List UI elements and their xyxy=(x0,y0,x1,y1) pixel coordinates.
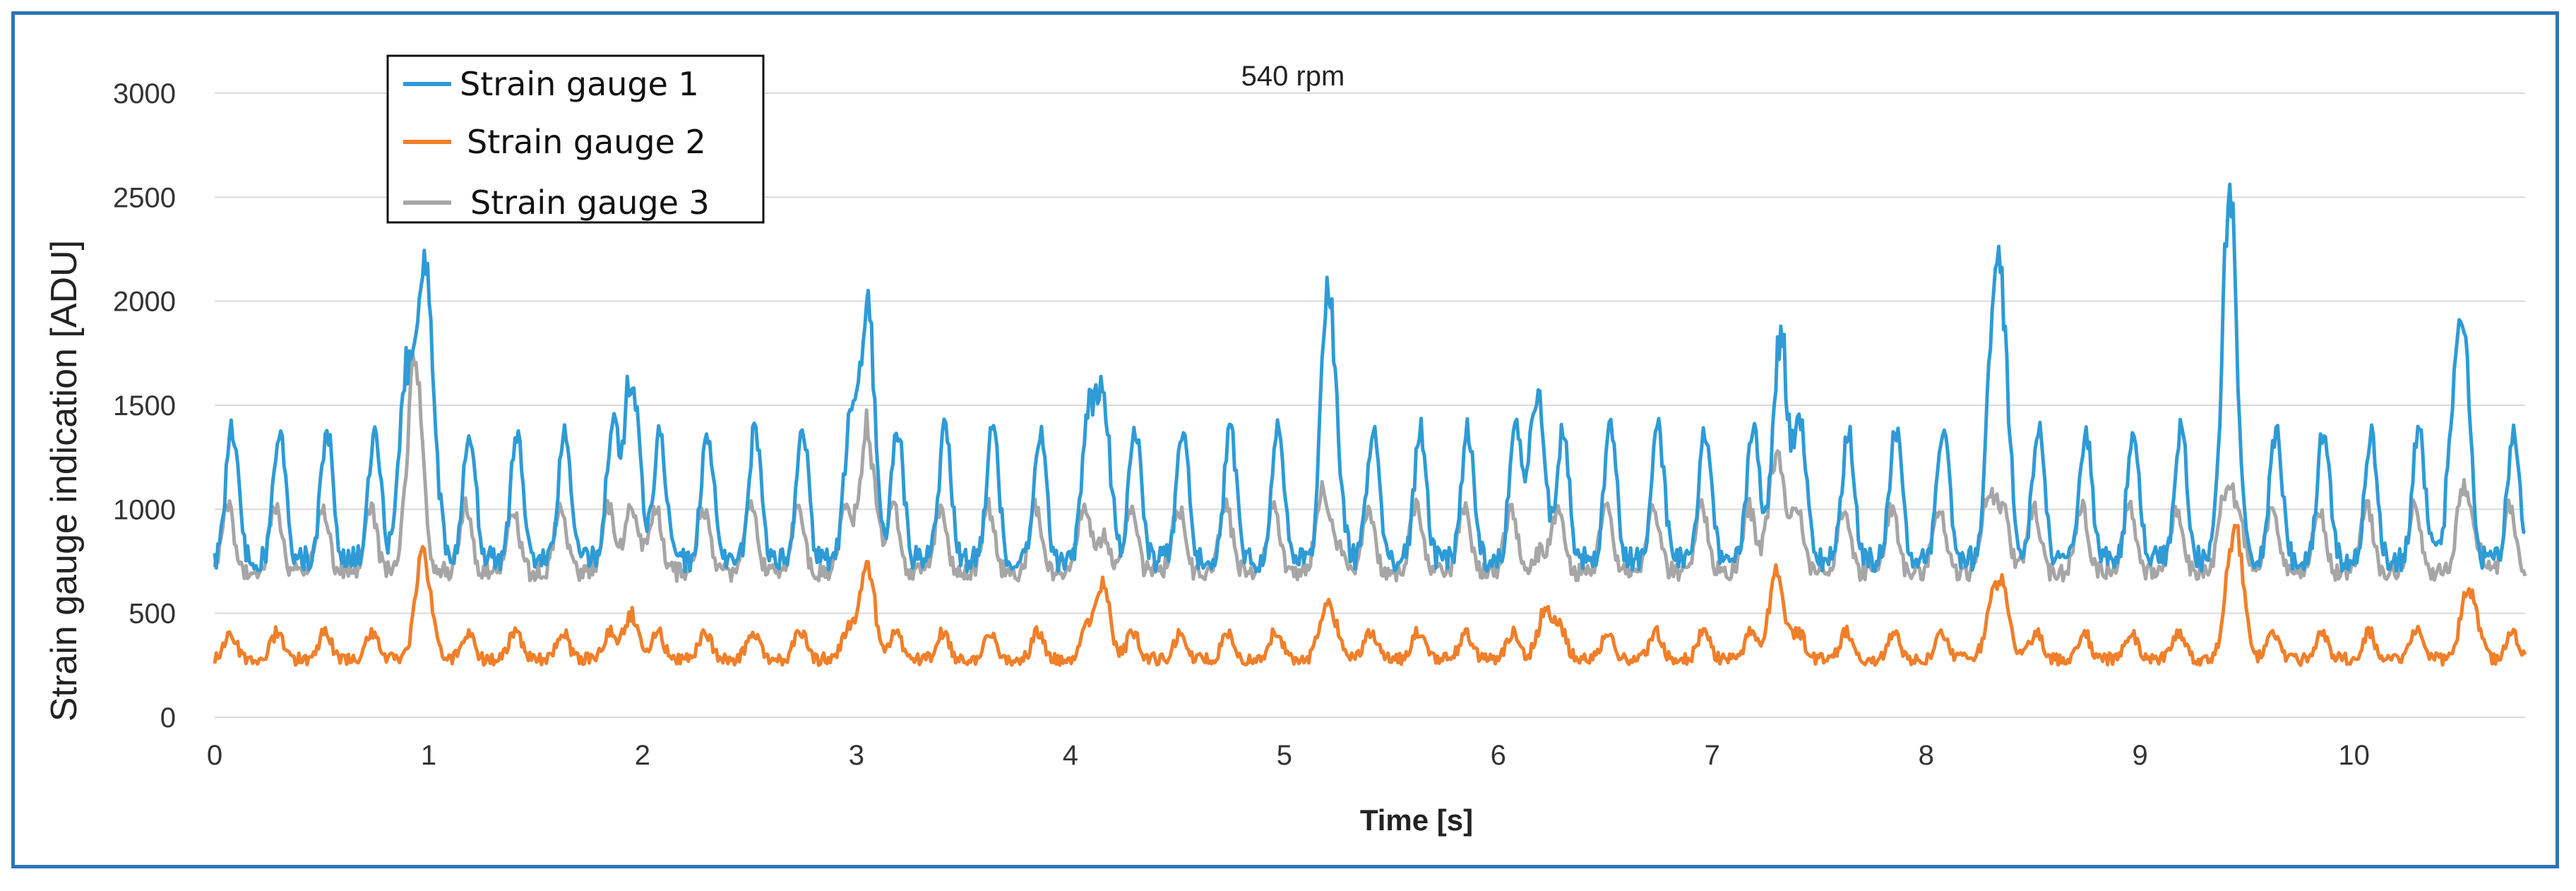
legend-label-strain-gauge-3: Strain gauge 3 xyxy=(470,184,710,222)
y-tick-label: 3000 xyxy=(113,78,176,109)
x-tick-label: 1 xyxy=(421,740,436,771)
chart-title: 540 rpm xyxy=(1241,61,1345,92)
y-tick-label: 0 xyxy=(160,702,176,734)
series-lines xyxy=(213,182,2527,667)
legend-label-strain-gauge-2: Strain gauge 2 xyxy=(467,123,706,161)
y-axis-title: Strain gauge indication [ADU] xyxy=(44,240,85,722)
x-tick-label: 6 xyxy=(1491,740,1506,771)
x-tick-label: 4 xyxy=(1063,740,1078,771)
x-tick-label: 5 xyxy=(1277,740,1292,771)
series-line-strain-gauge-2 xyxy=(213,523,2527,667)
x-tick-label: 0 xyxy=(207,740,222,771)
x-tick-label: 2 xyxy=(635,740,650,771)
y-tick-label: 1500 xyxy=(113,390,176,421)
x-tick-label: 8 xyxy=(1919,740,1934,771)
legend-label-strain-gauge-1: Strain gauge 1 xyxy=(460,65,699,103)
x-tick-label: 10 xyxy=(2338,740,2370,771)
x-axis-title: Time [s] xyxy=(1360,803,1473,837)
series-line-strain-gauge-1 xyxy=(213,182,2526,574)
chart-frame: 0 500 1000 1500 2000 2500 3000 0 1 2 3 4 5 6 7 8 9 10 54… xyxy=(11,11,2559,868)
y-tick-labels: 0 500 1000 1500 2000 2500 3000 xyxy=(113,78,176,734)
y-tick-label: 2000 xyxy=(113,287,176,318)
y-tick-label: 500 xyxy=(129,599,176,630)
legend: Strain gauge 1 Strain gauge 2 Strain gau… xyxy=(386,54,765,224)
x-tick-label: 9 xyxy=(2133,740,2148,771)
x-tick-label: 7 xyxy=(1705,740,1720,771)
chart-svg: 0 500 1000 1500 2000 2500 3000 0 1 2 3 4 5 6 7 8 9 10 54… xyxy=(44,54,2527,837)
x-tick-labels: 0 1 2 3 4 5 6 7 8 9 10 xyxy=(207,740,2370,771)
legend-box xyxy=(386,54,765,224)
x-tick-label: 3 xyxy=(849,740,864,771)
series-line-strain-gauge-3 xyxy=(213,350,2527,583)
y-tick-label: 1000 xyxy=(113,494,176,525)
y-tick-label: 2500 xyxy=(113,182,176,213)
